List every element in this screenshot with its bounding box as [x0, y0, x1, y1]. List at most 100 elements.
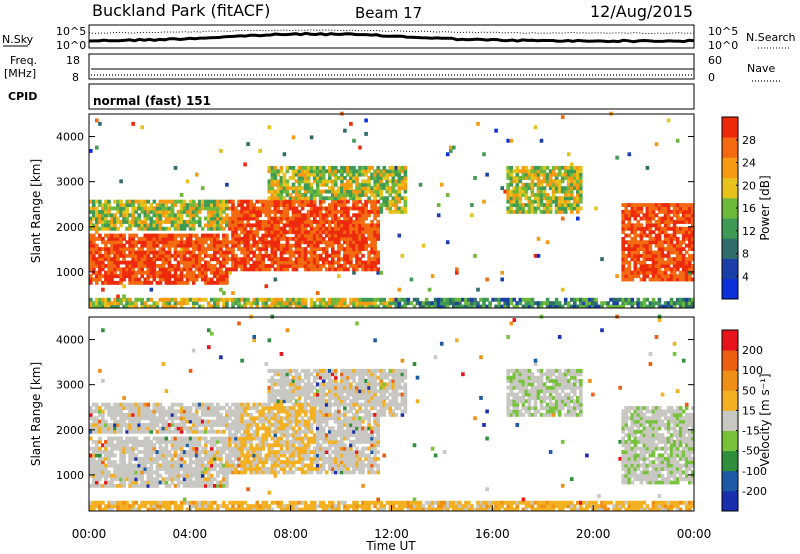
- power-cell: [191, 203, 196, 207]
- power-cell: [651, 213, 656, 218]
- power-cell: [200, 267, 205, 272]
- colorbar-tick-label: 24: [742, 157, 756, 170]
- velocity-cell: [255, 460, 259, 465]
- power-cell: [252, 264, 256, 268]
- power-cell: [506, 172, 510, 177]
- power-cell: [315, 247, 320, 251]
- power-cell: [530, 179, 535, 184]
- velocity-cell: [170, 439, 175, 444]
- power-cell: [176, 199, 181, 204]
- power-cell: [545, 301, 550, 306]
- power-cell: [128, 213, 132, 218]
- velocity-cell: [119, 443, 123, 448]
- velocity-cell: [140, 416, 144, 421]
- velocity-cell: [164, 423, 169, 427]
- power-cell: [95, 226, 99, 231]
- velocity-cell: [131, 436, 135, 441]
- power-cell: [315, 304, 320, 309]
- power-cell: [119, 223, 123, 228]
- velocity-cell: [188, 453, 193, 458]
- power-cell: [340, 206, 344, 211]
- power-cell: [110, 240, 114, 245]
- power-cell: [461, 304, 465, 309]
- velocity-cell: [170, 443, 175, 448]
- power-cell: [521, 186, 526, 191]
- power-cell: [273, 253, 278, 258]
- power-cell: [494, 128, 498, 133]
- power-cell: [400, 206, 405, 211]
- power-colorbar-label: Power [dB]: [758, 175, 772, 240]
- power-cell: [258, 206, 262, 211]
- power-cell: [373, 182, 377, 187]
- velocity-cell: [158, 450, 163, 454]
- velocity-cell: [107, 456, 111, 461]
- power-cell: [518, 301, 523, 306]
- velocity-cell: [237, 439, 241, 444]
- power-cell: [303, 179, 308, 184]
- velocity-cell: [243, 463, 247, 468]
- power-cell: [137, 203, 141, 207]
- power-cell: [267, 257, 272, 262]
- velocity-cell: [113, 500, 117, 505]
- power-cell: [331, 182, 335, 187]
- power-cell: [373, 186, 377, 191]
- velocity-cell: [140, 439, 144, 444]
- power-cell: [258, 267, 262, 272]
- power-cell: [334, 189, 338, 194]
- power-cell: [188, 253, 193, 258]
- power-cell: [273, 196, 278, 201]
- power-cell: [113, 243, 117, 248]
- power-cell: [188, 270, 193, 275]
- power-cell: [688, 267, 692, 272]
- power-cell: [264, 267, 269, 272]
- power-cell: [270, 176, 275, 180]
- power-cell: [633, 270, 638, 275]
- velocity-cell: [234, 500, 238, 505]
- velocity-cell: [243, 467, 247, 471]
- velocity-cell: [204, 426, 208, 431]
- power-cell: [276, 301, 281, 306]
- power-cell: [560, 209, 565, 214]
- velocity-cell: [213, 409, 217, 414]
- velocity-cell: [188, 446, 193, 451]
- velocity-cell: [204, 483, 208, 488]
- velocity-cell: [116, 446, 120, 451]
- power-cell: [107, 280, 111, 285]
- velocity-cell: [143, 423, 148, 427]
- velocity-cell: [179, 419, 184, 424]
- power-cell: [324, 169, 329, 174]
- power-cell: [282, 199, 287, 204]
- power-cell: [167, 199, 172, 204]
- power-cell: [321, 169, 326, 174]
- power-cell: [110, 206, 114, 211]
- power-cell: [361, 297, 365, 302]
- power-cell: [630, 250, 635, 255]
- velocity-cell: [197, 423, 202, 427]
- velocity-cell: [191, 480, 196, 485]
- velocity-cell: [113, 483, 117, 488]
- velocity-cell: [225, 477, 229, 482]
- power-cell: [312, 264, 317, 268]
- power-cell: [246, 220, 250, 224]
- power-cell: [143, 257, 148, 262]
- power-cell: [373, 199, 377, 204]
- power-cell: [152, 253, 157, 258]
- velocity-cell: [146, 467, 151, 471]
- power-cell: [533, 196, 538, 201]
- velocity-cell: [149, 446, 154, 451]
- velocity-cell: [240, 453, 244, 458]
- velocity-cell: [98, 409, 102, 414]
- power-cell: [391, 176, 396, 180]
- power-cell: [294, 243, 299, 248]
- power-cell: [376, 304, 380, 309]
- power-cell: [300, 250, 305, 255]
- power-cell: [521, 206, 526, 211]
- power-cell: [639, 253, 644, 258]
- power-cell: [219, 209, 223, 214]
- power-cell: [297, 301, 302, 306]
- power-cell: [346, 179, 350, 184]
- power-cell: [415, 297, 420, 302]
- velocity-cell: [225, 409, 229, 414]
- power-cell: [282, 176, 287, 180]
- power-cell: [197, 240, 202, 245]
